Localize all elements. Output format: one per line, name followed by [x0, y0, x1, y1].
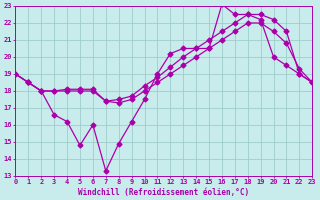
X-axis label: Windchill (Refroidissement éolien,°C): Windchill (Refroidissement éolien,°C): [78, 188, 249, 197]
